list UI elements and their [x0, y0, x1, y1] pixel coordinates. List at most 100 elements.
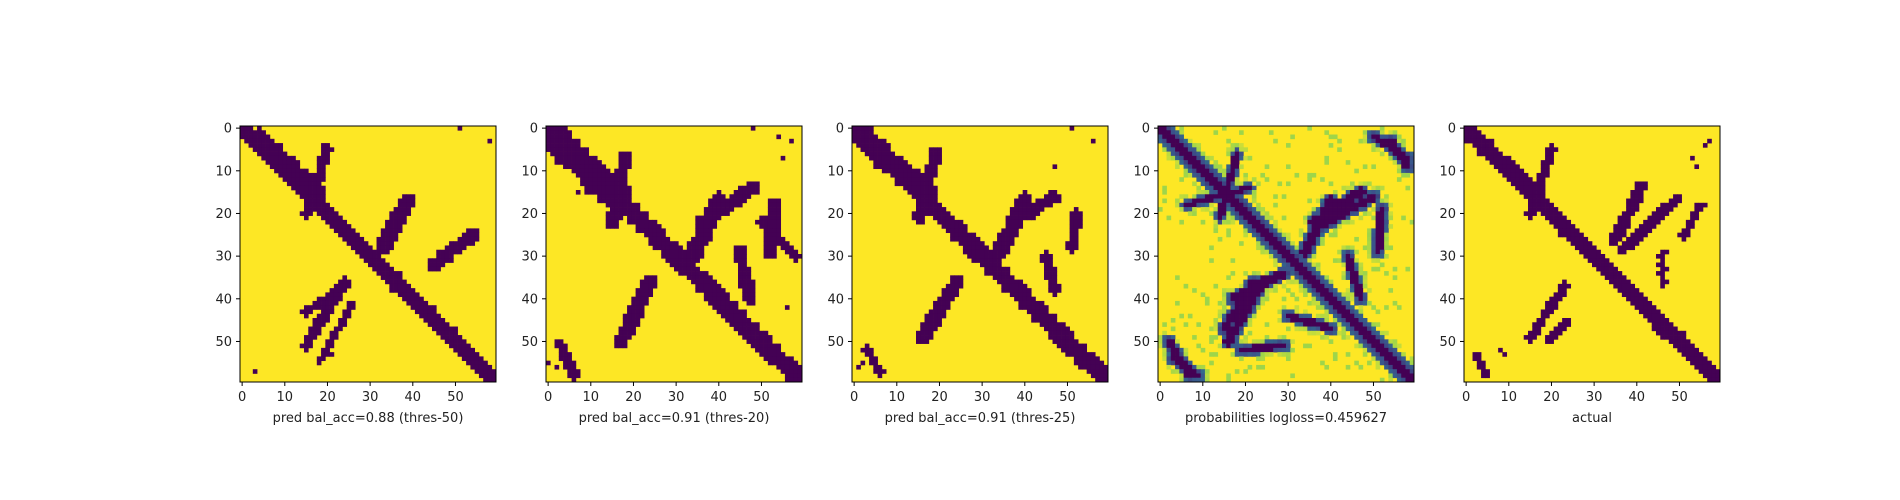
heatmap-cell [1187, 147, 1193, 152]
heatmap-cell [1268, 275, 1274, 280]
heatmap-cell [1294, 313, 1300, 319]
heatmap-cell [1307, 313, 1312, 319]
heatmap-cell [321, 305, 326, 310]
heatmap-cell [278, 164, 284, 170]
heatmap-cell [967, 249, 972, 255]
heatmap-cell [1630, 283, 1636, 289]
heatmap-cell [894, 168, 900, 174]
heatmap-cell [393, 215, 399, 221]
heatmap-cell [333, 215, 339, 221]
heatmap-cell [1332, 211, 1338, 216]
y-tick-label: 30 [215, 250, 232, 265]
heatmap-cell [1384, 352, 1389, 357]
heatmap-cell [1247, 309, 1253, 315]
heatmap-cell [639, 300, 645, 306]
heatmap-cell [554, 143, 560, 148]
heatmap-cell [631, 219, 636, 225]
heatmap-cell [1557, 224, 1563, 229]
heatmap-cell [945, 224, 951, 229]
heatmap-cell [1183, 347, 1189, 353]
heatmap-cell [1536, 330, 1542, 336]
heatmap-cell [1162, 130, 1167, 135]
heatmap-cell [1200, 373, 1206, 379]
heatmap-cell [1574, 245, 1580, 251]
heatmap-cell [1226, 168, 1231, 174]
heatmap-cell [1226, 296, 1231, 302]
heatmap-cell [1562, 318, 1567, 323]
heatmap-cell [1260, 347, 1266, 353]
y-tick-label: 20 [215, 207, 232, 222]
heatmap-cell [1651, 309, 1657, 315]
heatmap-cell [933, 305, 938, 310]
heatmap-cell [406, 288, 412, 293]
heatmap-cell [1273, 236, 1278, 242]
heatmap-cell [461, 339, 467, 344]
heatmap-cell [1078, 224, 1083, 229]
heatmap-cell [359, 245, 365, 251]
heatmap-cell [1230, 219, 1236, 225]
heatmap-cell [1677, 343, 1682, 349]
heatmap-cell [916, 339, 921, 344]
heatmap-cell [1052, 279, 1058, 285]
heatmap-cell [321, 309, 326, 315]
x-tick-label: 10 [1501, 390, 1518, 405]
heatmap-cell [1324, 326, 1330, 332]
heatmap-cell [1260, 339, 1266, 344]
heatmap-cell [321, 172, 326, 178]
heatmap-cell [1354, 279, 1359, 285]
heatmap-cell [571, 138, 577, 144]
heatmap-cell [1187, 369, 1193, 374]
heatmap-cell [962, 224, 968, 229]
heatmap-cell [1320, 177, 1325, 182]
heatmap-cell [1256, 236, 1261, 242]
heatmap-cell [397, 288, 403, 293]
heatmap-cell [1166, 364, 1172, 370]
heatmap-cell [916, 168, 921, 174]
heatmap-cell [554, 126, 560, 131]
heatmap-cell [1562, 322, 1567, 327]
x-axis-label: probabilities logloss=0.459627 [1185, 411, 1387, 426]
heatmap-cell [1005, 279, 1011, 285]
heatmap-cell [1324, 364, 1330, 370]
heatmap-cell [1409, 356, 1415, 362]
heatmap-cell [308, 339, 313, 344]
heatmap-cell [1307, 224, 1312, 229]
heatmap-cell [691, 271, 696, 276]
heatmap-cell [1230, 292, 1236, 298]
heatmap-cell [474, 352, 480, 357]
heatmap-cell [742, 288, 747, 293]
heatmap-cell [308, 202, 313, 208]
heatmap-cell [890, 160, 896, 165]
heatmap-cell [686, 275, 692, 280]
heatmap-cell [1226, 190, 1231, 195]
heatmap-cell [1303, 271, 1308, 276]
heatmap-cell [1315, 330, 1321, 336]
heatmap-cell [789, 364, 794, 370]
heatmap-cell [1213, 215, 1219, 221]
heatmap-cell [1332, 134, 1338, 140]
heatmap-cell [329, 343, 335, 349]
heatmap-cell [1596, 266, 1601, 272]
heatmap-cell [1222, 177, 1227, 182]
heatmap-cell [631, 296, 636, 302]
heatmap-cell [877, 373, 883, 379]
heatmap-cell [1230, 309, 1236, 315]
heatmap-cell [1213, 318, 1219, 323]
heatmap-cell [772, 356, 777, 362]
heatmap-cell [1371, 228, 1376, 234]
heatmap-cell [1536, 181, 1542, 187]
heatmap-cell [1392, 134, 1398, 140]
heatmap-cell [1239, 356, 1244, 362]
heatmap-cell [622, 155, 628, 161]
heatmap-cell [1222, 339, 1227, 344]
heatmap-cell [746, 335, 752, 340]
heatmap-cell [1345, 305, 1351, 310]
heatmap-cell [1196, 194, 1202, 199]
heatmap-cell [1528, 335, 1533, 340]
heatmap-cell [1281, 254, 1287, 259]
heatmap-cell [928, 335, 934, 340]
heatmap-cell [1596, 258, 1601, 263]
heatmap-cell [1217, 215, 1223, 221]
heatmap-cell [937, 207, 942, 212]
heatmap-cell [1158, 134, 1163, 140]
